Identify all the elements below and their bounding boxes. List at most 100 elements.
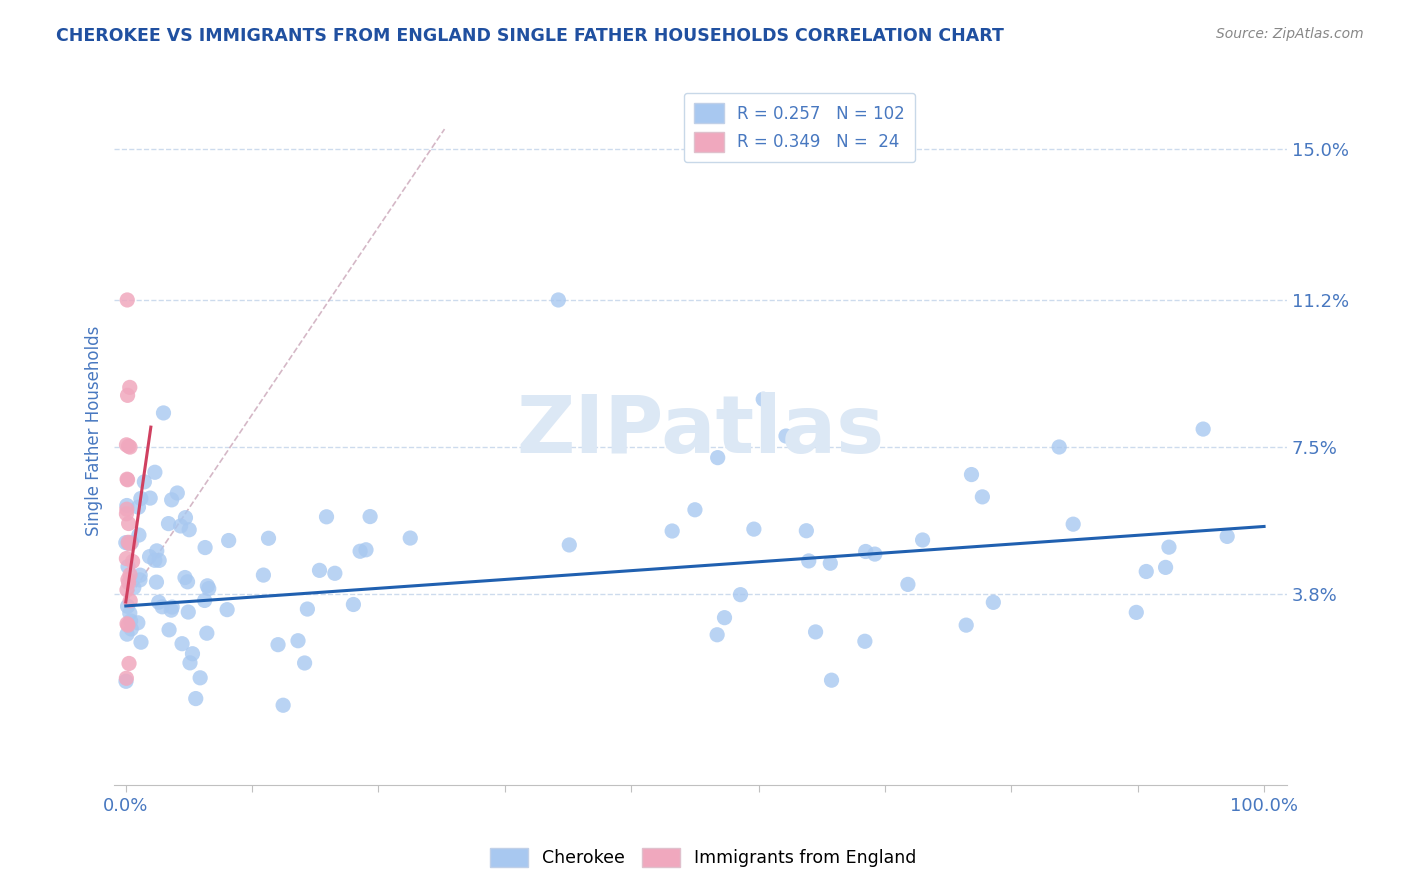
Point (775, 429, 797, 443)
Point (117, 599, 139, 614)
Point (118, 606, 141, 620)
Point (323, 566, 346, 581)
Point (120, 622, 142, 636)
Point (706, 450, 728, 465)
Point (194, 593, 217, 607)
Point (863, 547, 886, 561)
Point (118, 567, 141, 582)
Point (118, 440, 141, 454)
Point (897, 577, 920, 591)
Point (853, 634, 876, 648)
Point (152, 406, 174, 420)
Point (972, 490, 994, 504)
Point (120, 593, 142, 607)
Point (117, 536, 139, 550)
Point (115, 616, 138, 631)
Point (115, 502, 138, 516)
Point (752, 392, 775, 407)
Legend: Cherokee, Immigrants from England: Cherokee, Immigrants from England (482, 841, 924, 874)
Point (115, 582, 138, 597)
Point (169, 519, 191, 533)
Point (176, 574, 198, 589)
Point (1157, 540, 1180, 554)
Point (683, 502, 706, 516)
Point (911, 533, 934, 547)
Point (170, 637, 193, 651)
Point (117, 535, 139, 549)
Point (160, 603, 183, 617)
Point (129, 573, 152, 587)
Point (217, 602, 239, 616)
Point (120, 537, 142, 551)
Point (730, 588, 752, 602)
Point (129, 491, 152, 506)
Point (145, 544, 167, 558)
Point (713, 610, 735, 624)
Point (188, 671, 211, 685)
Point (184, 691, 207, 706)
Text: Source: ZipAtlas.com: Source: ZipAtlas.com (1216, 27, 1364, 41)
Point (117, 559, 139, 574)
Point (121, 554, 143, 568)
Point (354, 542, 377, 557)
Point (143, 465, 166, 479)
Point (148, 553, 170, 567)
Point (134, 475, 156, 489)
Point (127, 615, 149, 630)
Point (342, 598, 364, 612)
Point (117, 516, 139, 531)
Point (138, 549, 160, 564)
Point (115, 627, 138, 641)
Point (855, 544, 877, 558)
Point (157, 623, 180, 637)
Point (1125, 606, 1147, 620)
Y-axis label: Single Father Households: Single Father Households (86, 326, 103, 536)
Point (195, 626, 218, 640)
Point (1047, 440, 1070, 454)
Point (955, 618, 977, 632)
Point (1135, 565, 1157, 579)
Point (1192, 422, 1215, 436)
Point (287, 633, 309, 648)
Point (115, 438, 138, 452)
Point (981, 595, 1004, 609)
Point (661, 524, 683, 538)
Point (195, 579, 218, 593)
Point (148, 595, 170, 609)
Point (547, 293, 569, 307)
Point (121, 535, 143, 549)
Point (160, 492, 183, 507)
Point (181, 647, 204, 661)
Point (174, 570, 197, 584)
Point (706, 628, 728, 642)
Point (742, 522, 765, 536)
Point (150, 599, 173, 614)
Point (271, 698, 294, 713)
Point (117, 388, 139, 402)
Point (117, 439, 139, 453)
Point (115, 671, 138, 685)
Point (128, 528, 150, 542)
Point (297, 602, 319, 616)
Point (796, 524, 818, 538)
Point (197, 582, 219, 596)
Point (177, 605, 200, 619)
Point (252, 568, 274, 582)
Point (294, 656, 316, 670)
Point (117, 293, 139, 307)
Point (257, 531, 280, 545)
Point (359, 509, 381, 524)
Text: CHEROKEE VS IMMIGRANTS FROM ENGLAND SINGLE FATHER HOUSEHOLDS CORRELATION CHART: CHEROKEE VS IMMIGRANTS FROM ENGLAND SING… (56, 27, 1004, 45)
Point (157, 516, 180, 531)
Point (118, 657, 141, 671)
Point (145, 575, 167, 590)
Point (349, 544, 371, 558)
Point (166, 486, 188, 500)
Point (115, 499, 138, 513)
Point (797, 554, 820, 568)
Point (179, 656, 201, 670)
Point (129, 568, 152, 582)
Text: ZIPatlas: ZIPatlas (516, 392, 884, 470)
Point (115, 507, 138, 521)
Point (122, 581, 145, 595)
